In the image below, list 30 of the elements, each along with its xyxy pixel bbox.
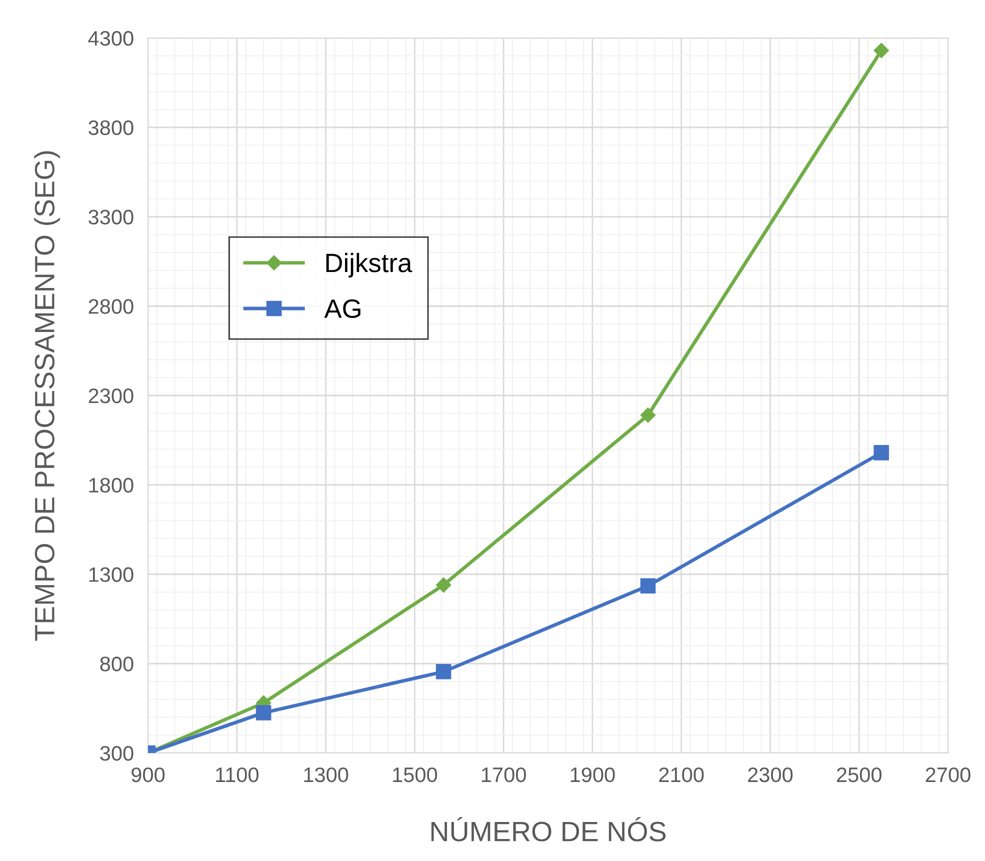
y-tick-label: 1800 [89,478,134,493]
x-tick-label: 1900 [570,767,615,782]
y-tick-label: 3300 [88,210,134,225]
point [436,664,452,680]
point [436,577,452,593]
y-tick-label: 2800 [88,299,134,314]
point [640,578,656,594]
x-tick-label: 2500 [836,767,882,782]
legend-label: AG [324,299,360,318]
y-tick-label: 1300 [89,567,134,582]
point [256,705,272,720]
x-tick-label: 1500 [393,767,438,782]
x-tick-label: 900 [132,767,165,782]
point [874,42,889,58]
y-tick-label: 4300 [88,31,134,46]
y-tick-label: 3800 [88,120,134,136]
x-tick-label: 2100 [659,767,704,782]
legend-label: Dijkstra [326,252,412,278]
y-tick-label: 2300 [88,388,134,404]
x-tick-label: 2700 [926,767,970,782]
y-tick-label: 300 [100,746,134,761]
y-tick-label: 800 [100,656,134,672]
point [640,408,656,423]
point [874,445,889,460]
x-tick-label: 1100 [216,767,258,782]
y-axis-title: TEMPO DE PROCESSAMENTO (SEG) [34,151,60,641]
x-tick-label: 2300 [748,767,793,782]
x-tick-label: 1700 [482,767,526,782]
x-axis-title: NÚMERO DE NÓS [431,817,666,842]
x-tick-label: 1300 [304,767,348,782]
